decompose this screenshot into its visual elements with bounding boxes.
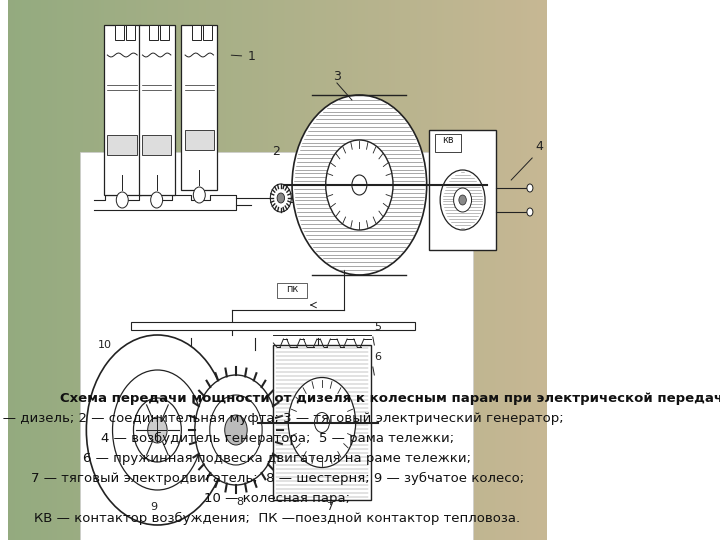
- Bar: [161, 25, 169, 40]
- Bar: [107, 135, 138, 155]
- Circle shape: [86, 335, 228, 525]
- Circle shape: [459, 195, 467, 205]
- Circle shape: [454, 188, 472, 212]
- Circle shape: [315, 413, 330, 433]
- Circle shape: [292, 95, 427, 275]
- Text: 10 — колесная пара;: 10 — колесная пара;: [204, 492, 350, 505]
- Bar: [429, 130, 496, 250]
- Bar: [192, 25, 201, 40]
- Circle shape: [288, 377, 356, 468]
- Text: 7: 7: [326, 502, 333, 512]
- Bar: [104, 25, 141, 195]
- Circle shape: [277, 193, 284, 203]
- Text: Схема передачи мощности от дизеля к колесным парам при электрической передаче:: Схема передачи мощности от дизеля к коле…: [60, 392, 720, 405]
- Text: 2: 2: [271, 145, 279, 158]
- Text: 3: 3: [333, 70, 341, 83]
- Bar: [139, 25, 175, 195]
- Bar: [81, 152, 473, 540]
- Text: 7 — тяговый электродвигатель;  8 — шестерня; 9 — зубчатое колесо;: 7 — тяговый электродвигатель; 8 — шестер…: [30, 472, 523, 485]
- Bar: [181, 25, 217, 190]
- Bar: [131, 322, 415, 330]
- Circle shape: [193, 187, 205, 203]
- Circle shape: [148, 417, 167, 443]
- Text: КВ — контактор возбуждения;  ПК —поездной контактор тепловоза.: КВ — контактор возбуждения; ПК —поездной…: [34, 512, 520, 525]
- Polygon shape: [94, 195, 236, 210]
- Text: 10: 10: [98, 340, 112, 350]
- Text: 4: 4: [535, 140, 543, 153]
- Text: 4 — возбудитель генератора;  5 — рама тележки;: 4 — возбудитель генератора; 5 — рама тел…: [101, 432, 454, 445]
- Text: 8: 8: [236, 497, 243, 507]
- Circle shape: [150, 192, 163, 208]
- Text: 1: 1: [231, 50, 255, 63]
- Circle shape: [527, 208, 533, 216]
- Circle shape: [352, 175, 367, 195]
- Bar: [435, 134, 461, 152]
- Bar: [277, 283, 307, 298]
- Bar: [114, 25, 124, 40]
- Circle shape: [527, 184, 533, 192]
- Bar: [274, 345, 371, 500]
- Circle shape: [210, 395, 262, 465]
- Text: 1 — дизель; 2 — соединительная муфта; 3 — тяговый электрический генератор;: 1 — дизель; 2 — соединительная муфта; 3 …: [0, 412, 564, 425]
- Bar: [143, 135, 171, 155]
- Text: 6: 6: [374, 352, 382, 362]
- Circle shape: [325, 140, 393, 230]
- Circle shape: [112, 370, 202, 490]
- Circle shape: [133, 398, 181, 462]
- Bar: [150, 25, 158, 40]
- Bar: [203, 25, 212, 40]
- Circle shape: [440, 170, 485, 230]
- Bar: [126, 25, 135, 40]
- Bar: [185, 130, 214, 150]
- Circle shape: [225, 415, 247, 445]
- Text: пк: пк: [286, 284, 298, 294]
- Circle shape: [195, 375, 277, 485]
- Text: 9: 9: [150, 502, 157, 512]
- Circle shape: [271, 184, 292, 212]
- Circle shape: [116, 192, 128, 208]
- Text: 6 — пружинная подвеска двигателя на раме тележки;: 6 — пружинная подвеска двигателя на раме…: [83, 452, 471, 465]
- Text: кв: кв: [442, 135, 454, 145]
- Text: 5: 5: [374, 322, 382, 332]
